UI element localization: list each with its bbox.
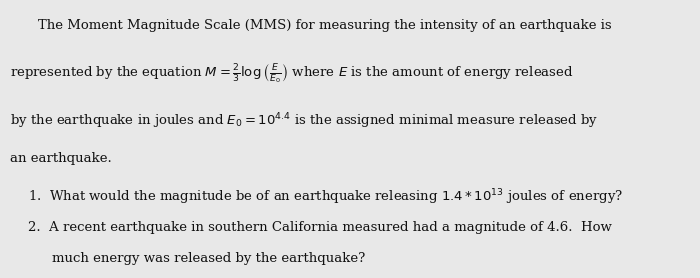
Text: 2.  A recent earthquake in southern California measured had a magnitude of 4.6. : 2. A recent earthquake in southern Calif… <box>28 221 612 234</box>
Text: by the earthquake in joules and $E_0 = 10^{4.4}$ is the assigned minimal measure: by the earthquake in joules and $E_0 = 1… <box>10 111 598 131</box>
Text: represented by the equation $M = \frac{2}{3}\log\left(\frac{E}{E_0}\right)$ wher: represented by the equation $M = \frac{2… <box>10 63 574 86</box>
Text: much energy was released by the earthquake?: much energy was released by the earthqua… <box>52 252 365 265</box>
Text: an earthquake.: an earthquake. <box>10 152 112 165</box>
Text: 1.  What would the magnitude be of an earthquake releasing $1.4*10^{13}$ joules : 1. What would the magnitude be of an ear… <box>28 188 623 207</box>
Text: The Moment Magnitude Scale (MMS) for measuring the intensity of an earthquake is: The Moment Magnitude Scale (MMS) for mea… <box>38 19 612 33</box>
